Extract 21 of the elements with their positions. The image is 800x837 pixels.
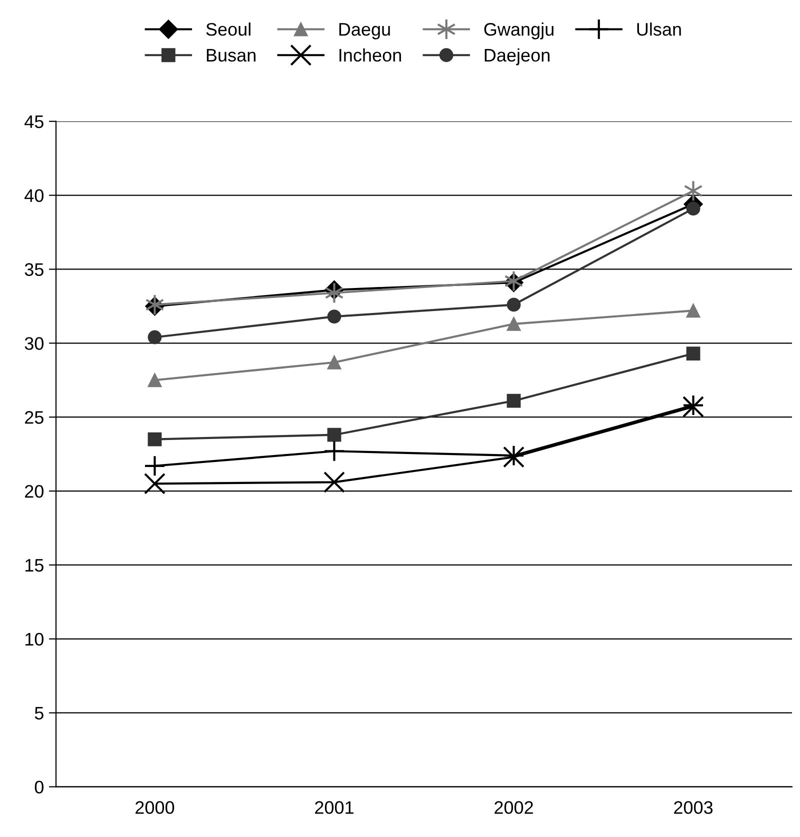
x-tick-label: 2000 [136, 801, 174, 814]
legend-label: Incheon [340, 48, 401, 62]
y-tick-label: 20 [25, 484, 44, 498]
legend-label: Daegu [339, 23, 390, 40]
y-tick-label: 5 [34, 706, 44, 720]
y-tick-label: 15 [25, 559, 44, 572]
y-tick-label: 35 [24, 263, 44, 276]
y-tick-label: 25 [25, 411, 44, 424]
y-tick-label: 40 [24, 189, 44, 202]
x-tick-label: 2001 [315, 801, 354, 814]
y-tick-label: 45 [24, 115, 44, 128]
y-tick-label: 30 [24, 337, 44, 350]
y-tick-label: 0 [34, 780, 44, 794]
legend-label: Gwangju [484, 22, 554, 40]
legend-label: Daejeon [484, 48, 550, 66]
y-tick-label: 10 [25, 632, 44, 646]
legend-label: Seoul [206, 22, 250, 36]
legend-label: Ulsan [637, 22, 681, 36]
x-tick-label: 2003 [674, 801, 713, 814]
legend-label: Busan [206, 49, 256, 62]
x-tick-label: 2002 [494, 801, 533, 814]
